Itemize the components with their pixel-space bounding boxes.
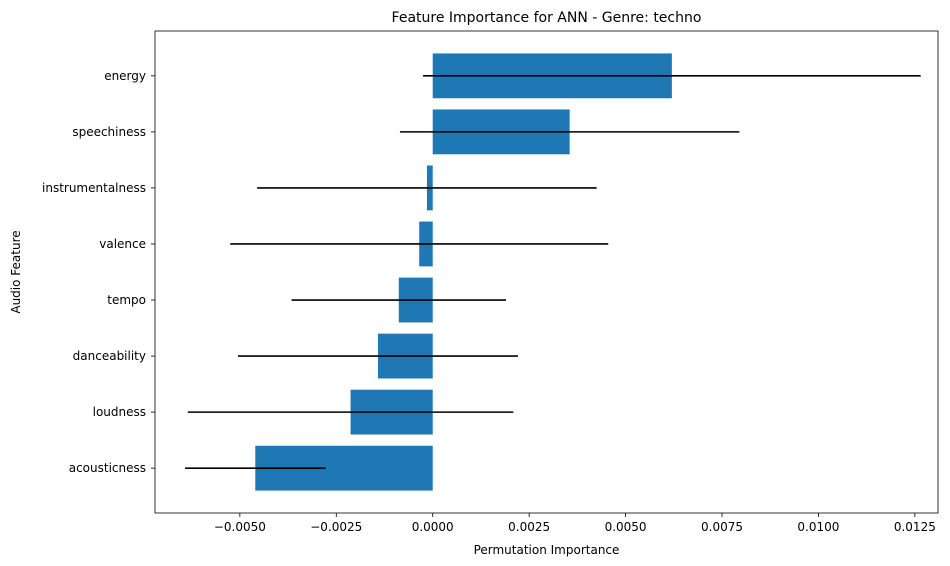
x-tick-label-6: 0.0100 — [797, 520, 839, 534]
y-tick-label-danceability: danceability — [73, 349, 146, 363]
plot-frame — [154, 30, 939, 514]
y-tick-label-valence: valence — [99, 237, 146, 251]
y-axis-title: Audio Feature — [9, 230, 23, 313]
y-tick-label-loudness: loudness — [93, 405, 146, 419]
x-tick-label-0: −0.0050 — [214, 520, 266, 534]
y-tick-label-speechiness: speechiness — [72, 125, 146, 139]
chart-title: Feature Importance for ANN - Genre: tech… — [392, 10, 702, 26]
y-tick-label-energy: energy — [104, 69, 146, 83]
y-tick-label-tempo: tempo — [107, 293, 146, 307]
x-tick-label-1: −0.0025 — [310, 520, 362, 534]
x-axis-title: Permutation Importance — [474, 543, 620, 557]
x-tick-label-2: 0.0000 — [412, 520, 454, 534]
y-tick-label-acousticness: acousticness — [69, 461, 146, 475]
x-tick-label-3: 0.0025 — [508, 520, 550, 534]
y-tick-label-instrumentalness: instrumentalness — [42, 181, 146, 195]
x-tick-label-7: 0.0125 — [894, 520, 936, 534]
x-tick-label-5: 0.0075 — [701, 520, 743, 534]
x-tick-label-4: 0.0050 — [605, 520, 647, 534]
plot-area: energy speechiness instrumentalness valence… — [42, 53, 936, 534]
